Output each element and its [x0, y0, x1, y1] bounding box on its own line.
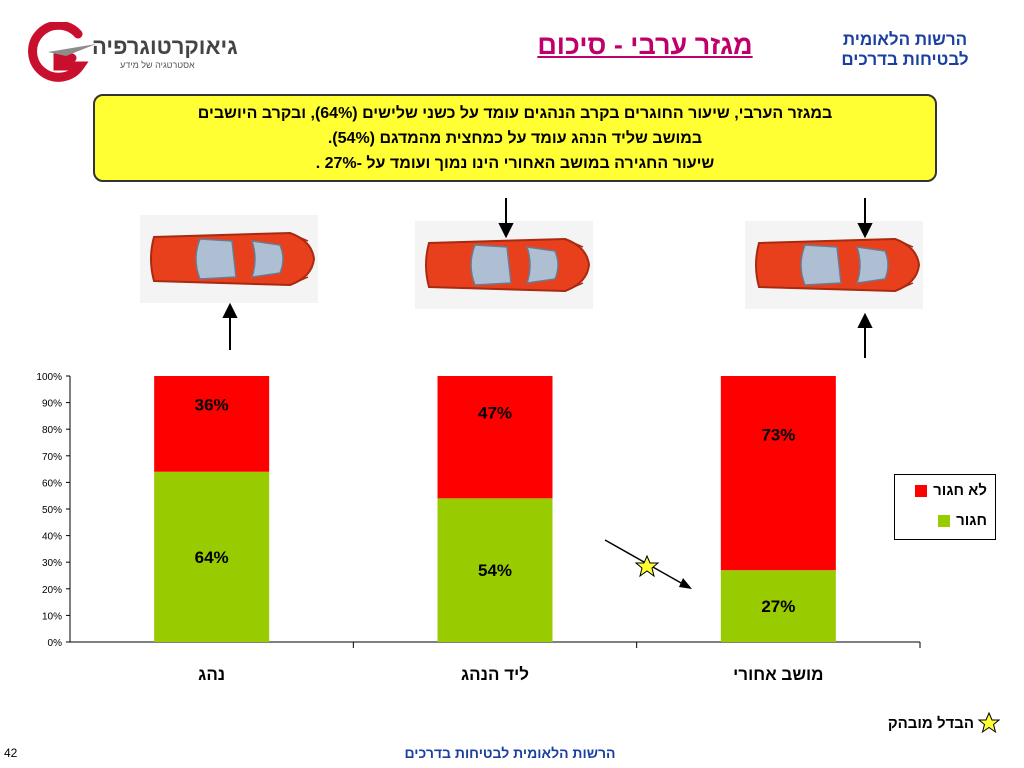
legend-swatch-belted: [938, 514, 951, 527]
bar-data-label: 64%: [195, 548, 229, 567]
org-line-1: הרשות הלאומית: [842, 30, 968, 49]
y-tick-label: 80%: [42, 425, 62, 436]
y-tick-label: 50%: [42, 505, 62, 516]
seatbelt-chart: 0% 10% 20% 30% 40% 50% 60% 70% 80% 90% 100% 64% 36%…: [36, 372, 921, 684]
significance-marker: [604, 539, 692, 589]
bar-segment: [437, 498, 553, 642]
logo-mark-icon: [28, 20, 96, 82]
y-tick-label: 20%: [42, 585, 62, 596]
car-driver-icon: [139, 214, 319, 304]
star-icon: [634, 554, 660, 578]
x-category-label: נהג: [198, 665, 225, 684]
x-category-label: ליד הנהג: [461, 665, 529, 684]
summary-line-2: במושב שליד הנהג עומד על כמחצית מהמדגם (5…: [327, 130, 703, 147]
bar-data-label: 73%: [761, 425, 795, 444]
bar-data-label: 27%: [761, 597, 795, 616]
summary-line-3: שיעור החגירה במושב האחורי הינו נמוך ועומ…: [315, 155, 715, 172]
y-tick-label: 90%: [42, 399, 62, 410]
significance-note-label: הבדל מובהק: [887, 714, 974, 732]
legend-label-belted: חגור: [956, 512, 987, 529]
page-title: מגזר ערבי - סיכום: [537, 30, 753, 60]
y-tick-label: 10%: [42, 611, 62, 622]
bar-segment: [437, 376, 553, 499]
summary-line-1: במגזר הערבי, שיעור החוגרים בקרב הנהגים ע…: [197, 105, 833, 122]
y-tick-label: 40%: [42, 532, 62, 543]
star-icon: [978, 712, 1000, 734]
footer-org: הרשות הלאומית לבטיחות בדרכים: [404, 745, 616, 761]
logo-tagline: אסטרטגיה של מידע: [120, 60, 195, 70]
legend-swatch-not-belted: [915, 484, 928, 497]
logo: [18, 20, 248, 82]
bar-data-label: 54%: [478, 561, 512, 580]
y-tick-label: 100%: [36, 372, 62, 383]
bar-data-label: 47%: [478, 404, 512, 423]
bar-segment: [154, 376, 270, 472]
x-axis-categories: נהג ליד הנהג מושב אחורי: [198, 642, 921, 684]
legend-item-not-belted: לא חגור: [915, 482, 987, 499]
x-category-label: מושב אחורי: [733, 665, 823, 684]
chart-legend: לא חגור חגור: [894, 474, 996, 540]
page-number: 42: [4, 746, 18, 760]
y-tick-label: 70%: [42, 452, 62, 463]
bar-segment: [720, 570, 836, 642]
y-tick-label: 30%: [42, 558, 62, 569]
seat-arrows: [222, 198, 873, 358]
bars: 64% 36% 54% 47% 27% 73%: [154, 376, 836, 642]
car-rear-icon: [744, 220, 924, 310]
org-name: הרשות הלאומית לבטיחות בדרכים: [815, 30, 995, 70]
car-illustrations: [139, 198, 924, 358]
y-tick-label: 0%: [48, 638, 63, 649]
y-tick-label: 60%: [42, 478, 62, 489]
summary-box: במגזר הערבי, שיעור החוגרים בקרב הנהגים ע…: [93, 94, 937, 182]
logo-brand: גיאוקרטוגרפיה: [92, 34, 238, 59]
legend-label-not-belted: לא חגור: [933, 482, 987, 499]
org-line-2: לבטיחות בדרכים: [841, 50, 969, 69]
bar-segment: [154, 471, 270, 642]
significance-note: הבדל מובהק: [820, 712, 1000, 734]
bar-segment: [720, 376, 836, 571]
bar-data-label: 36%: [195, 396, 229, 415]
legend-item-belted: חגור: [938, 512, 987, 529]
